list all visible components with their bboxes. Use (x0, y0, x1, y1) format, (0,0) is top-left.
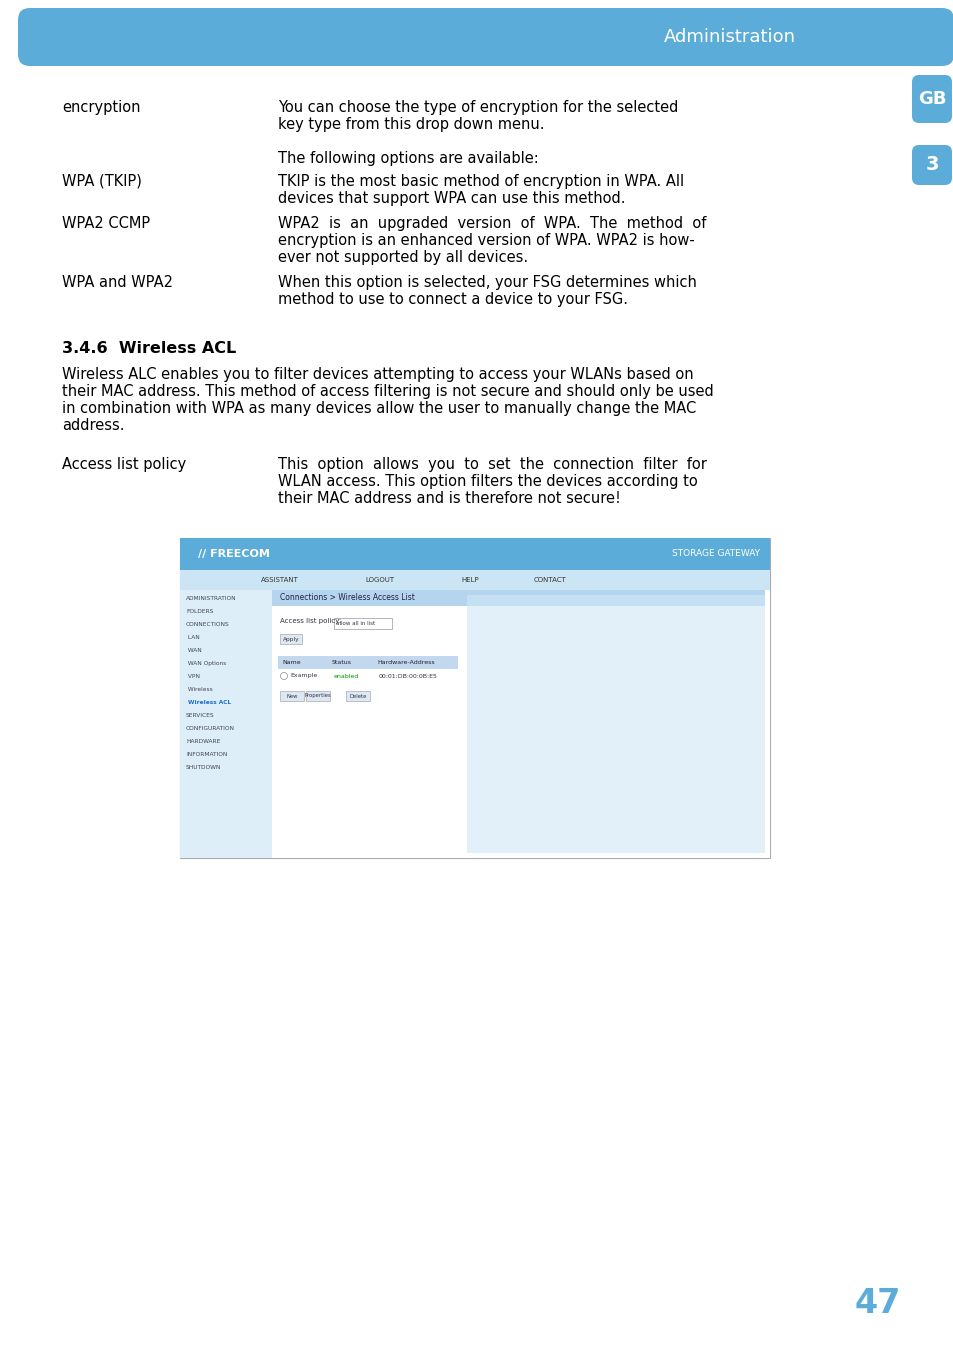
Text: WPA2  is  an  upgraded  version  of  WPA.  The  method  of: WPA2 is an upgraded version of WPA. The … (277, 216, 705, 231)
Text: 3.4.6  Wireless ACL: 3.4.6 Wireless ACL (62, 341, 236, 356)
Text: GB: GB (917, 91, 945, 108)
Text: Properties: Properties (304, 694, 331, 699)
Text: key type from this drop down menu.: key type from this drop down menu. (277, 118, 544, 132)
Text: New: New (286, 694, 297, 699)
Text: allow all in list: allow all in list (335, 621, 375, 626)
Text: Administration: Administration (663, 28, 795, 46)
Text: CONFIGURATION: CONFIGURATION (186, 726, 234, 731)
Text: WAN: WAN (186, 648, 201, 653)
Text: enabled: enabled (334, 673, 359, 679)
Text: 00:01:DB:00:0B:E5: 00:01:DB:00:0B:E5 (378, 673, 437, 679)
Text: method to use to connect a device to your FSG.: method to use to connect a device to you… (277, 292, 627, 307)
Text: WPA and WPA2: WPA and WPA2 (62, 274, 172, 289)
Bar (306, 691, 330, 700)
Bar (180, 571, 769, 589)
Text: SERVICES: SERVICES (186, 713, 214, 718)
Text: 47: 47 (854, 1287, 901, 1320)
Text: their MAC address. This method of access filtering is not secure and should only: their MAC address. This method of access… (62, 384, 713, 399)
Bar (280, 691, 304, 700)
Text: HARDWARE: HARDWARE (186, 740, 220, 744)
Text: WAN Options: WAN Options (186, 661, 226, 667)
Text: Connections > Wireless Access List: Connections > Wireless Access List (280, 594, 415, 603)
Text: When this option is selected, your FSG determines which: When this option is selected, your FSG d… (277, 274, 696, 289)
Text: WLAN access. This option filters the devices according to: WLAN access. This option filters the dev… (277, 475, 697, 489)
Text: CONTACT: CONTACT (533, 577, 566, 583)
FancyBboxPatch shape (911, 74, 951, 123)
Text: STORAGE GATEWAY: STORAGE GATEWAY (671, 549, 760, 558)
Text: LOGOUT: LOGOUT (365, 577, 395, 583)
Text: LAN: LAN (186, 635, 199, 639)
Bar (180, 538, 769, 571)
Text: Hardware-Address: Hardware-Address (376, 660, 435, 665)
Text: // FREECOM: // FREECOM (198, 549, 270, 558)
Text: address.: address. (62, 418, 125, 433)
Text: VPN: VPN (186, 675, 200, 679)
Text: Apply: Apply (282, 637, 299, 641)
Text: HELP: HELP (460, 577, 478, 583)
Bar (346, 691, 370, 700)
Text: ASSISTANT: ASSISTANT (261, 577, 298, 583)
Text: encryption is an enhanced version of WPA. WPA2 is how-: encryption is an enhanced version of WPA… (277, 233, 694, 247)
Text: CONNECTIONS: CONNECTIONS (186, 622, 230, 627)
Bar (334, 618, 392, 629)
Text: Wireless: Wireless (186, 687, 213, 692)
Text: WPA (TKIP): WPA (TKIP) (62, 174, 142, 189)
Text: TKIP is the most basic method of encryption in WPA. All: TKIP is the most basic method of encrypt… (277, 174, 683, 189)
Text: their MAC address and is therefore not secure!: their MAC address and is therefore not s… (277, 491, 620, 506)
Text: ADMINISTRATION: ADMINISTRATION (186, 596, 236, 602)
Text: The following options are available:: The following options are available: (277, 151, 538, 166)
Text: FOLDERS: FOLDERS (186, 608, 213, 614)
Circle shape (280, 672, 287, 680)
Text: This  option  allows  you  to  set  the  connection  filter  for: This option allows you to set the connec… (277, 457, 706, 472)
Bar (272, 589, 769, 859)
Bar (272, 589, 764, 606)
Text: You can choose the type of encryption for the selected: You can choose the type of encryption fo… (277, 100, 678, 115)
Text: Wireless ACL: Wireless ACL (186, 700, 231, 704)
Bar (180, 538, 769, 859)
Text: 3: 3 (924, 155, 938, 174)
Text: WPA2 CCMP: WPA2 CCMP (62, 216, 150, 231)
Text: Delete: Delete (349, 694, 366, 699)
Bar (467, 595, 764, 853)
Text: Name: Name (282, 660, 300, 665)
Bar (277, 656, 457, 669)
Text: devices that support WPA can use this method.: devices that support WPA can use this me… (277, 191, 625, 206)
Text: ever not supported by all devices.: ever not supported by all devices. (277, 250, 528, 265)
Text: INFORMATION: INFORMATION (186, 752, 227, 757)
Text: Access list policy:: Access list policy: (280, 618, 341, 625)
Text: Wireless ALC enables you to filter devices attempting to access your WLANs based: Wireless ALC enables you to filter devic… (62, 366, 693, 383)
Text: Status: Status (332, 660, 352, 665)
FancyBboxPatch shape (911, 145, 951, 185)
Bar (180, 589, 272, 859)
Text: Access list policy: Access list policy (62, 457, 186, 472)
Text: encryption: encryption (62, 100, 140, 115)
FancyBboxPatch shape (18, 8, 953, 66)
Text: Example: Example (290, 673, 317, 679)
Text: in combination with WPA as many devices allow the user to manually change the MA: in combination with WPA as many devices … (62, 402, 696, 416)
Bar (280, 634, 302, 644)
Text: SHUTDOWN: SHUTDOWN (186, 765, 221, 771)
